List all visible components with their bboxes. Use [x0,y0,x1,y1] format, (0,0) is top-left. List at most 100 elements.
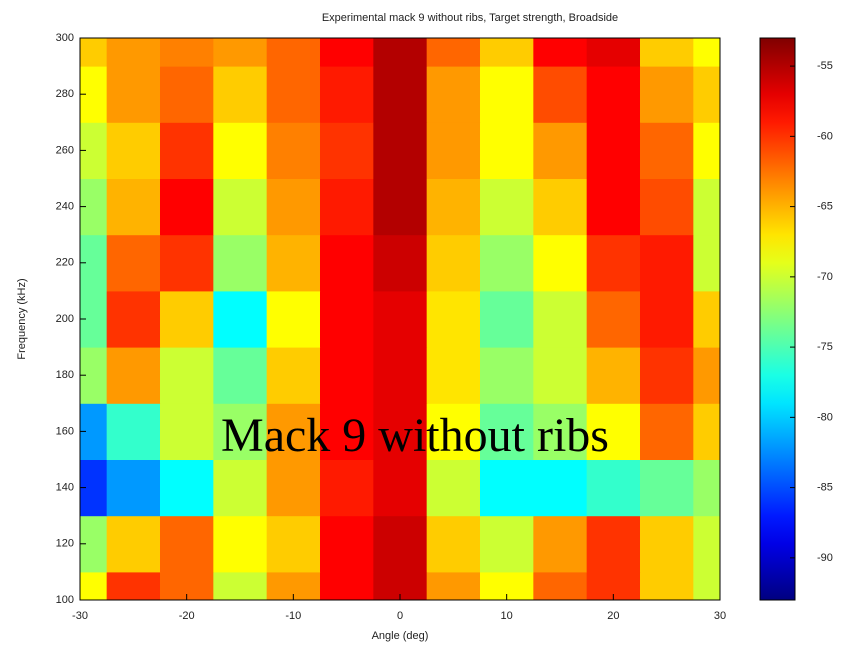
heat-cell [586,515,641,573]
heat-cell [426,347,481,404]
heat-cell [373,515,428,573]
heat-cell [426,234,481,292]
heat-cell [426,403,481,460]
heat-cell [320,290,374,348]
heat-cell [586,290,641,348]
heat-cell [213,459,268,517]
heat-cell [160,459,214,517]
colorbar-tick-label: -70 [817,271,833,283]
heat-cell [533,347,588,404]
heat-cell [586,459,641,517]
heat-cell [640,234,694,292]
heat-cell [160,178,214,236]
heat-cell [106,459,161,517]
heat-cell [640,515,694,573]
heat-cell [426,571,481,600]
heat-cell [426,38,481,67]
y-tick-label: 120 [56,538,74,550]
heat-cell [586,38,641,67]
y-tick-label: 160 [56,425,74,437]
heat-cell [320,347,374,404]
heat-cell [480,347,534,404]
heat-cell [693,234,720,292]
heat-cell [373,347,428,404]
x-tick-label: -20 [179,610,195,622]
heat-cell [693,403,720,460]
y-tick-label: 240 [56,201,74,213]
heat-cell [213,122,268,179]
heat-cell [480,515,534,573]
heat-cell [426,515,481,573]
colorbar [759,37,796,601]
heat-cell [586,234,641,292]
heat-cell [693,122,720,179]
heat-cell [533,290,588,348]
heat-cell [213,178,268,236]
colorbar-tick-label: -55 [817,60,833,72]
heat-cell [426,459,481,517]
heat-cell [640,122,694,179]
heat-cell [213,571,268,600]
x-axis-label: Angle (deg) [372,630,429,642]
heat-cell [426,66,481,123]
heatmap-cells [80,38,720,600]
heat-cell [213,347,268,404]
heat-cell [640,403,694,460]
colorbar-tick-label: -85 [817,482,833,494]
heat-cell [693,290,720,348]
heat-cell [266,178,321,236]
heat-cell [426,178,481,236]
heat-cell [320,122,374,179]
heat-cell [106,571,161,600]
heat-cell [320,234,374,292]
colorbar-tick-label: -80 [817,411,833,423]
heat-cell [693,178,720,236]
heat-cell [693,459,720,517]
heat-cell [533,234,588,292]
heat-cell [266,403,321,460]
heat-cell [373,66,428,123]
heat-cell [533,403,588,460]
heat-cell [106,403,161,460]
heat-cell [106,234,161,292]
heat-cell [533,571,588,600]
heat-cell [213,66,268,123]
heat-cell [320,403,374,460]
heat-cell [106,290,161,348]
heat-cell [320,515,374,573]
heat-cell [320,66,374,123]
heat-cell [480,66,534,123]
colorbar-tick-label: -90 [817,552,833,564]
heat-cell [533,178,588,236]
heat-cell [160,38,214,67]
heat-cell [586,347,641,404]
heat-cell [480,234,534,292]
colorbar-tick-label: -60 [817,130,833,142]
y-tick-label: 200 [56,313,74,325]
heat-cell [426,122,481,179]
heat-cell [373,234,428,292]
heat-cell [533,515,588,573]
heat-cell [160,515,214,573]
heat-cell [480,122,534,179]
heat-cell [640,459,694,517]
heat-cell [80,571,108,600]
heat-cell [106,347,161,404]
y-axis-label: Frequency (kHz) [16,278,28,359]
heat-cell [373,459,428,517]
heat-cell [160,403,214,460]
heat-cell [640,347,694,404]
y-tick-label: 180 [56,369,74,381]
heat-cell [266,122,321,179]
heat-cell [160,234,214,292]
x-tick-label: -30 [72,610,88,622]
y-tick-label: 280 [56,88,74,100]
heat-cell [480,178,534,236]
y-tick-label: 300 [56,32,74,44]
heat-cell [106,66,161,123]
heat-cell [266,66,321,123]
x-tick-label: 0 [397,610,403,622]
heat-cell [373,122,428,179]
heat-cell [266,290,321,348]
